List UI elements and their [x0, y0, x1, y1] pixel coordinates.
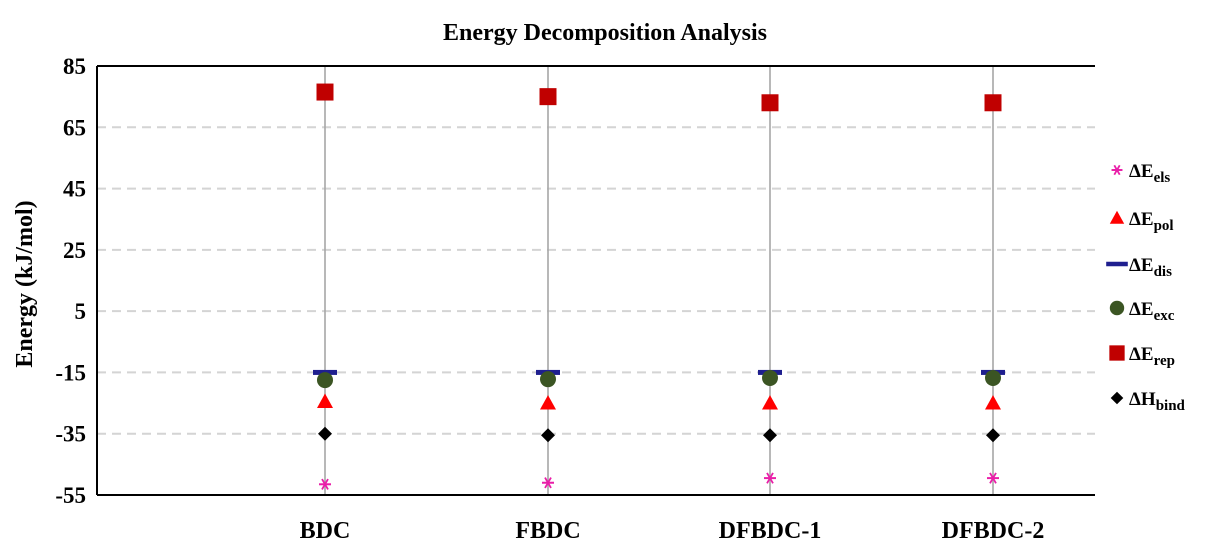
y-tick-label: 65 [63, 115, 86, 140]
y-axis-label: Energy (kJ/mol) [12, 200, 38, 367]
y-tick-label: -55 [55, 483, 86, 508]
point-ΔEexc [762, 369, 778, 386]
y-tick-label: 45 [63, 177, 86, 202]
point-ΔEpol-shape [317, 393, 333, 408]
point-ΔHbind-shape [318, 426, 332, 441]
point-ΔErep [984, 94, 1002, 112]
axes [96, 65, 1095, 496]
point-ΔEels [764, 472, 776, 484]
point-ΔEpol [540, 395, 556, 410]
point-ΔErep [539, 88, 557, 106]
point-ΔEexc [317, 372, 333, 389]
point-ΔEexc-shape [540, 371, 556, 388]
legend-label-subscript: dis [1154, 264, 1173, 280]
point-ΔEpol [985, 395, 1001, 410]
point-ΔErep [761, 94, 779, 112]
legend-marker-bind-shape [1110, 391, 1124, 405]
legend-item-rep: ΔErep [1109, 344, 1175, 369]
legend-label: ΔEpol [1129, 209, 1174, 234]
legend-marker-pol [1109, 210, 1125, 224]
point-ΔHbind [318, 426, 332, 441]
legend-marker-rep [1109, 345, 1125, 361]
point-ΔHbind [541, 428, 555, 443]
x-tick-label: BDC [300, 518, 351, 543]
y-tick-label: 5 [75, 299, 87, 324]
legend-item-pol: ΔEpol [1109, 209, 1174, 234]
point-ΔErep-shape [761, 94, 779, 112]
chart-title: Energy Decomposition Analysis [443, 20, 767, 46]
legend-label: ΔEels [1129, 161, 1170, 186]
point-ΔErep-shape [316, 83, 334, 101]
legend-marker-els [1111, 164, 1123, 176]
legend-marker-rep-shape [1109, 345, 1125, 361]
legend-label: ΔHbind [1129, 389, 1186, 414]
x-tick-label: DFBDC-1 [719, 518, 822, 543]
legend-marker-dis-shape [1106, 261, 1128, 267]
legend-label-subscript: bind [1156, 398, 1186, 414]
point-ΔEpol-shape [762, 395, 778, 410]
y-tick-label: 25 [63, 238, 86, 263]
point-ΔEpol-shape [540, 395, 556, 410]
legend-label-subscript: els [1154, 170, 1171, 186]
legend: ΔEels ΔEpol ΔEdis ΔEexc ΔErep ΔHbind [1106, 161, 1186, 414]
legend-item-exc: ΔEexc [1109, 299, 1175, 324]
grid [97, 66, 1095, 495]
point-ΔEexc-shape [317, 372, 333, 389]
point-ΔErep-shape [984, 94, 1002, 112]
point-ΔEpol [762, 395, 778, 410]
legend-label-subscript: exc [1154, 308, 1175, 324]
point-ΔHbind-shape [986, 428, 1000, 443]
legend-marker-dis [1106, 261, 1128, 267]
legend-label-subscript: rep [1154, 353, 1175, 369]
point-ΔEexc [540, 371, 556, 388]
legend-marker-pol-shape [1109, 210, 1125, 224]
x-tick-label: DFBDC-2 [942, 518, 1045, 543]
point-ΔHbind-shape [541, 428, 555, 443]
legend-label: ΔErep [1129, 344, 1175, 369]
point-ΔEels [542, 477, 554, 489]
y-tick-label: 85 [63, 54, 86, 79]
point-ΔEexc [985, 369, 1001, 386]
point-ΔEels [319, 478, 331, 490]
point-ΔHbind-shape [763, 428, 777, 443]
x-tick-label: FBDC [515, 518, 580, 543]
point-ΔEpol [317, 393, 333, 408]
point-ΔErep-shape [539, 88, 557, 106]
legend-item-dis: ΔEdis [1106, 255, 1172, 280]
point-ΔErep [316, 83, 334, 101]
legend-marker-exc [1109, 300, 1125, 316]
legend-item-els: ΔEels [1111, 161, 1170, 186]
legend-marker-exc-shape [1109, 300, 1125, 316]
point-ΔEels [987, 472, 999, 484]
point-ΔHbind [986, 428, 1000, 443]
point-ΔEexc-shape [985, 369, 1001, 386]
y-tick-label: -35 [55, 422, 86, 447]
legend-label: ΔEdis [1129, 255, 1172, 280]
point-ΔHbind [763, 428, 777, 443]
legend-item-bind: ΔHbind [1110, 389, 1186, 414]
data-marks [313, 83, 1005, 490]
y-tick-label: -15 [55, 360, 86, 385]
point-ΔEexc-shape [762, 369, 778, 386]
legend-label: ΔEexc [1129, 299, 1175, 324]
point-ΔEpol-shape [985, 395, 1001, 410]
legend-marker-bind [1110, 391, 1124, 405]
tick-labels: 85 65 45 25 5 -15 -35 -55 BDC FBDC DFBDC-1 DFBDC-2 [55, 54, 1044, 543]
legend-label-subscript: pol [1154, 218, 1174, 234]
